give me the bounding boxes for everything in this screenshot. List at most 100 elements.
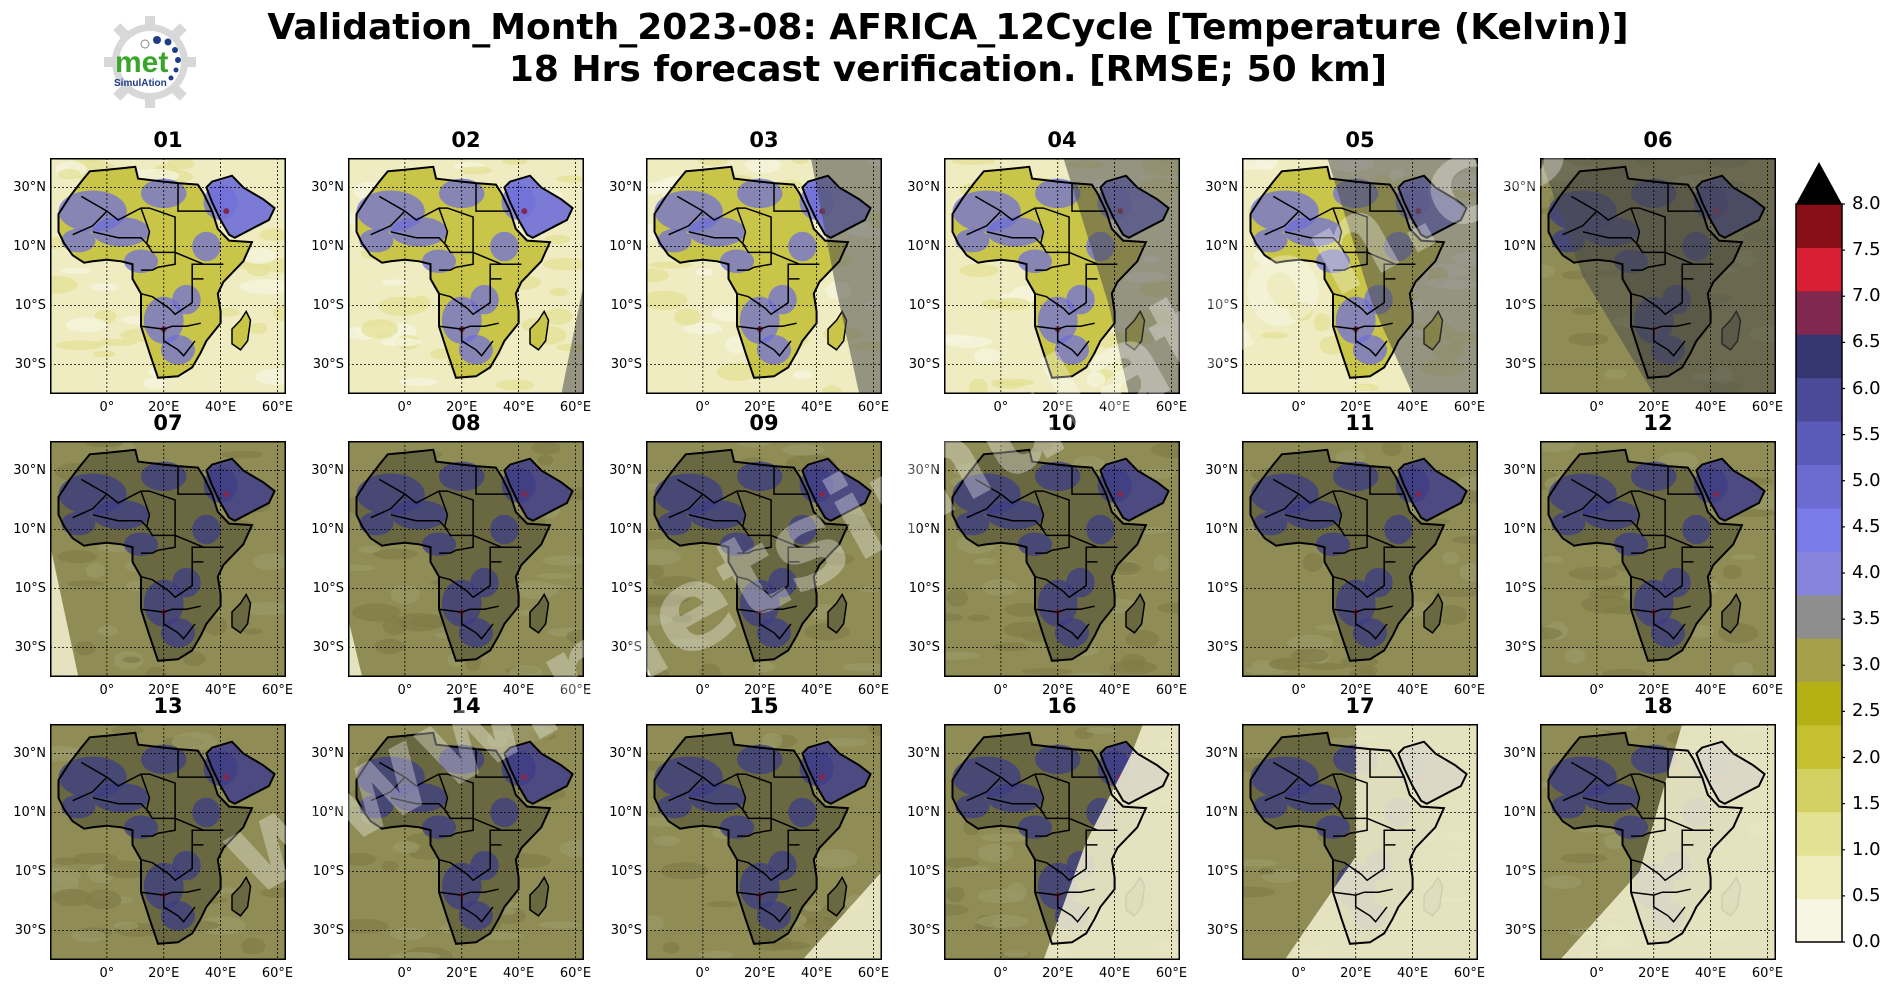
lon-tick-label: 20°E xyxy=(446,400,478,415)
lat-tick-label: 10°S xyxy=(1504,297,1536,313)
sea-texture xyxy=(699,663,721,677)
lat-tick-label: 30°N xyxy=(609,179,642,195)
map-panel xyxy=(944,724,1180,960)
lat-tick-label: 30°N xyxy=(13,462,46,478)
error-blob xyxy=(441,296,482,344)
panel-frame xyxy=(944,441,1180,677)
sea-texture xyxy=(1000,441,1052,453)
madagascar xyxy=(827,592,848,634)
lat-tick-label: 30°S xyxy=(14,639,46,655)
error-blob xyxy=(438,744,485,775)
lat-tick-label: 10°N xyxy=(1503,521,1536,537)
sea-texture xyxy=(1543,875,1582,890)
country-border xyxy=(1667,749,1703,778)
sea-texture xyxy=(992,380,1025,389)
shading-overlay xyxy=(1063,158,1180,394)
country-border xyxy=(140,207,204,265)
country-border xyxy=(1034,490,1098,548)
error-blob xyxy=(1034,178,1081,209)
lat-tick-label: 10°S xyxy=(14,580,46,596)
lat-tick-label: 10°S xyxy=(1504,580,1536,596)
lat-tick-label: 10°S xyxy=(1206,863,1238,879)
lon-tick-label: 0° xyxy=(397,400,413,415)
sea-texture xyxy=(1151,441,1180,459)
panel-frame xyxy=(1242,441,1478,677)
map-panel xyxy=(944,158,1180,394)
lat-tick-label: 10°N xyxy=(311,521,344,537)
sea-texture xyxy=(182,651,206,667)
country-border xyxy=(1333,818,1368,837)
lat-tick-label: 10°N xyxy=(1503,238,1536,254)
country-border xyxy=(1667,466,1703,495)
lon-tick-label: 40°E xyxy=(1694,400,1727,415)
sea-texture xyxy=(1260,332,1290,339)
lon-tick-label: 60°E xyxy=(1751,400,1784,415)
sea-texture xyxy=(1452,535,1478,545)
sea-texture xyxy=(545,234,571,245)
country-border xyxy=(1383,546,1416,562)
sea-texture xyxy=(97,338,137,346)
lon-tick-label: 0° xyxy=(1589,683,1605,698)
lon-tick-label: 0° xyxy=(99,683,115,698)
error-blob xyxy=(441,862,482,910)
panel-frame xyxy=(1540,158,1776,394)
error-blob xyxy=(1582,500,1640,530)
country-border xyxy=(1034,322,1095,330)
error-blob xyxy=(736,461,783,492)
country-border xyxy=(1284,231,1343,248)
light-region xyxy=(1284,724,1478,960)
lon-tick-label: 60°E xyxy=(559,966,592,981)
lon-tick-label: 40°E xyxy=(1396,683,1429,698)
sea-texture xyxy=(671,613,693,624)
country-border xyxy=(1369,749,1405,778)
colorbar-segment xyxy=(1796,551,1842,596)
lat-tick-label: 10°N xyxy=(1503,804,1536,820)
sea-texture xyxy=(662,941,680,954)
colorbar-tick-label: 7.0 xyxy=(1852,285,1881,307)
sea-texture xyxy=(804,905,822,912)
country-border xyxy=(986,514,1045,531)
madagascar xyxy=(827,875,848,917)
colorbar-tick-label: 3.5 xyxy=(1852,608,1881,630)
lon-tick-label: 20°E xyxy=(148,683,180,698)
error-blob xyxy=(986,217,1044,247)
country-border xyxy=(439,252,474,271)
error-blob xyxy=(1034,461,1081,492)
colorbar-tick-label: 0.5 xyxy=(1852,884,1881,906)
lat-tick-label: 30°S xyxy=(312,356,344,372)
sea-texture xyxy=(976,914,1029,928)
error-blob xyxy=(986,783,1044,813)
colorbar-segment xyxy=(1796,594,1842,639)
country-border xyxy=(1264,776,1300,802)
country-border xyxy=(1369,183,1405,212)
map-panel xyxy=(348,441,584,677)
sea-texture xyxy=(381,279,409,286)
country-border xyxy=(736,322,797,330)
country-border xyxy=(1681,829,1714,845)
sea-texture xyxy=(348,918,389,934)
lon-tick-label: 20°E xyxy=(744,683,776,698)
country-border xyxy=(1035,535,1070,554)
lon-tick-label: 0° xyxy=(1589,966,1605,981)
country-border xyxy=(736,844,800,882)
sea-texture xyxy=(1086,372,1106,388)
error-blob xyxy=(739,862,780,910)
country-border xyxy=(370,210,406,236)
sea-texture xyxy=(1562,270,1588,280)
country-border xyxy=(1652,895,1686,923)
error-blob xyxy=(390,783,448,813)
country-border xyxy=(966,776,1002,802)
map-panel xyxy=(1540,724,1776,960)
map-panel xyxy=(348,724,584,960)
sea-texture xyxy=(55,340,104,351)
sea-texture xyxy=(845,522,876,530)
error-blob xyxy=(172,284,201,315)
lon-tick-label: 40°E xyxy=(1396,966,1429,981)
lat-tick-label: 30°S xyxy=(1504,356,1536,372)
sea-texture xyxy=(143,377,167,390)
sea-texture xyxy=(842,662,882,672)
country-border xyxy=(1034,561,1098,599)
map-panel xyxy=(944,441,1180,677)
sea-texture xyxy=(1540,627,1563,640)
country-border xyxy=(140,888,201,896)
